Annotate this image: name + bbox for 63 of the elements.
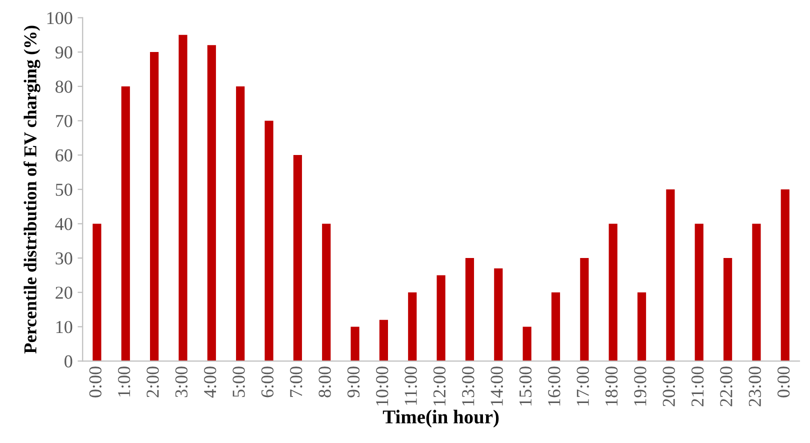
y-tick-label: 10 xyxy=(56,320,72,334)
bar xyxy=(408,292,417,362)
bar xyxy=(379,320,388,362)
x-tick-label: 8:00 xyxy=(318,366,331,398)
x-tick-label: 13:00 xyxy=(462,366,474,406)
bar xyxy=(608,224,618,362)
x-tick-label: 0:00 xyxy=(89,366,102,398)
x-tick-label: 10:00 xyxy=(376,366,388,406)
y-tick-label: 50 xyxy=(56,184,72,196)
bar xyxy=(465,258,474,362)
x-tick-label: 23:00 xyxy=(748,366,762,406)
x-tick-label: 12:00 xyxy=(433,366,446,406)
x-tick-label: 18:00 xyxy=(605,366,618,406)
x-tick-label: 4:00 xyxy=(204,366,216,398)
x-tick-label: 6:00 xyxy=(261,366,274,398)
x-tick-label: 17:00 xyxy=(576,366,590,406)
bar xyxy=(436,275,446,362)
x-tick-label: 3:00 xyxy=(175,366,188,398)
y-tick-label: 100 xyxy=(47,12,72,24)
bar xyxy=(723,258,732,362)
x-tick-label: 15:00 xyxy=(519,366,532,406)
y-tick-label: 0 xyxy=(64,355,72,368)
bar xyxy=(207,45,216,362)
y-tick-label: 30 xyxy=(56,252,72,264)
bar xyxy=(752,224,761,362)
bar xyxy=(264,120,274,362)
y-tick-label: 80 xyxy=(56,80,72,93)
x-tick-label: 0:00 xyxy=(777,366,790,398)
y-tick-label: 40 xyxy=(55,218,72,230)
bar xyxy=(178,34,188,362)
x-tick-label: 2:00 xyxy=(146,366,159,398)
x-tick-label: 21:00 xyxy=(691,366,704,406)
bar xyxy=(494,268,503,362)
bar xyxy=(580,258,589,362)
x-tick-label: 1:00 xyxy=(118,366,130,396)
x-tick-label: 22:00 xyxy=(720,366,732,406)
bar xyxy=(293,155,302,362)
x-tick-label: 20:00 xyxy=(662,366,676,406)
bar xyxy=(666,189,675,362)
bar xyxy=(551,292,560,362)
y-axis-title: Percentile distribution of EV charging (%) xyxy=(24,26,40,354)
x-tick-label: 11:00 xyxy=(404,366,417,405)
bar xyxy=(780,189,790,362)
bar xyxy=(150,52,159,362)
bar xyxy=(236,86,245,362)
y-tick-label: 60 xyxy=(56,149,72,162)
bar xyxy=(121,86,130,362)
bar xyxy=(637,292,646,362)
bar xyxy=(92,224,102,362)
bar xyxy=(694,224,704,362)
bar xyxy=(522,326,532,362)
bar xyxy=(350,326,360,362)
y-tick-label: 90 xyxy=(55,46,72,58)
x-tick-label: 19:00 xyxy=(634,366,646,406)
bar xyxy=(322,224,331,362)
y-tick-label: 70 xyxy=(56,114,72,128)
x-tick-label: 7:00 xyxy=(290,366,302,397)
x-axis-title: Time(in hour) xyxy=(382,410,499,428)
x-tick-label: 14:00 xyxy=(490,366,503,406)
x-tick-label: 9:00 xyxy=(347,366,360,398)
x-tick-label: 16:00 xyxy=(548,366,560,406)
y-tick-label: 20 xyxy=(56,286,72,299)
x-tick-label: 5:00 xyxy=(232,366,245,397)
